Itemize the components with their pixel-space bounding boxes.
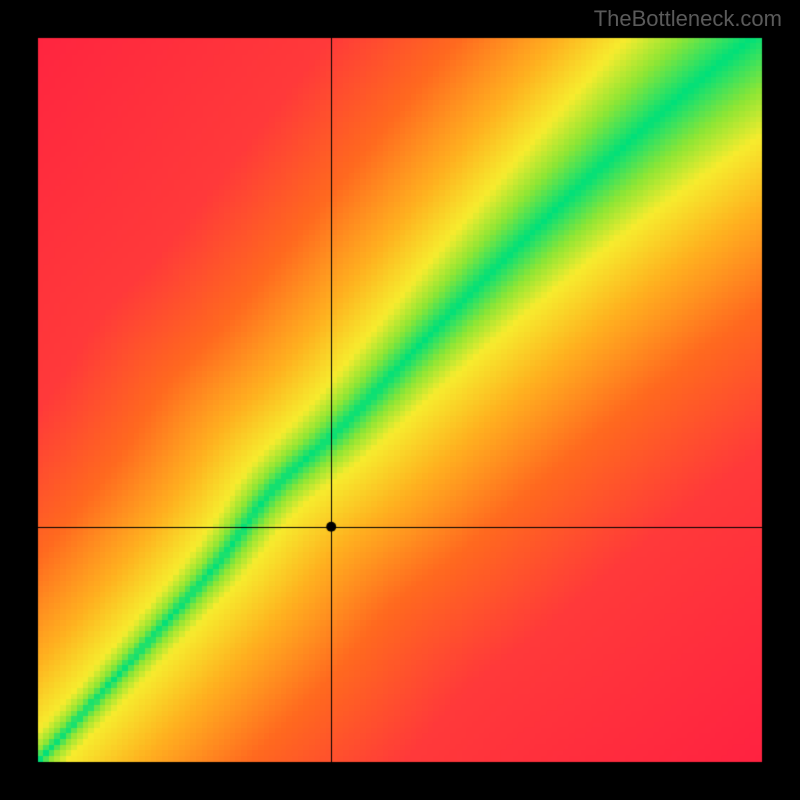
bottleneck-heatmap (0, 0, 800, 800)
chart-container: TheBottleneck.com (0, 0, 800, 800)
watermark-text: TheBottleneck.com (594, 6, 782, 32)
